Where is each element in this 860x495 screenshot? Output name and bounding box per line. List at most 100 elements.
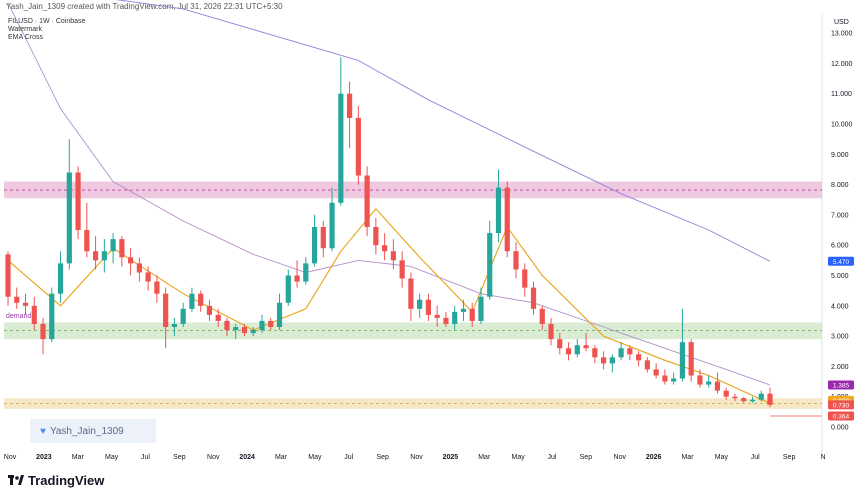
candle-body (171, 323, 178, 328)
y-tick-label: 10.000 (831, 122, 853, 129)
candle-body (583, 345, 589, 349)
y-tick-label: 2.000 (831, 364, 849, 371)
x-tick-label: 2024 (239, 454, 255, 461)
candle-body (5, 254, 11, 297)
candle-body (592, 348, 598, 358)
candle-body (206, 305, 213, 315)
candle-body (119, 239, 125, 258)
candle-body (285, 275, 291, 303)
candle-body (636, 354, 642, 361)
x-tick-label: Mar (72, 454, 85, 461)
candle-body (189, 293, 195, 309)
x-tick-label: Sep (376, 454, 389, 461)
footer: TradingView (0, 465, 860, 495)
candle-body (460, 308, 467, 312)
candle-body (495, 187, 502, 234)
candle-body (627, 348, 633, 355)
candle-body (618, 348, 624, 358)
y-tick-label: 12.000 (831, 61, 853, 68)
y-tick-label: 0.000 (831, 425, 849, 432)
candle-body (443, 317, 449, 324)
candle-body (706, 381, 712, 385)
x-tick-label: May (512, 454, 526, 461)
candle-body (723, 390, 729, 397)
candle-body (417, 299, 423, 309)
candle-body (382, 245, 388, 252)
tradingview-logo[interactable]: TradingView (8, 473, 104, 488)
x-tick-label: Mar (275, 454, 288, 461)
candle-body (40, 323, 46, 340)
candle-body (49, 293, 55, 340)
y-tick-label: 4.000 (831, 303, 849, 310)
candle-body (478, 296, 484, 321)
candle-body (548, 323, 554, 340)
candle-body (644, 360, 650, 370)
x-tick-label: May (308, 454, 322, 461)
candle-body (504, 187, 510, 252)
candle-body (425, 299, 432, 315)
candle-body (434, 314, 440, 318)
x-tick-label: Sep (580, 454, 593, 461)
x-tick-label: May (105, 454, 119, 461)
candle-body (609, 357, 615, 364)
candle-body (110, 239, 116, 252)
watermark-label[interactable]: Watermark (8, 26, 42, 33)
symbol-label[interactable]: FILUSD · 1W · Coinbase (8, 18, 86, 25)
candle-body (128, 257, 134, 264)
candle-body (741, 398, 747, 402)
candle-body (679, 342, 686, 379)
y-tick-label: 11.000 (831, 91, 852, 98)
candle-body (101, 251, 107, 261)
candle-body (758, 393, 764, 400)
candle-body (565, 348, 572, 355)
candle-body (14, 296, 20, 303)
x-tick-label: Mar (478, 454, 491, 461)
indicator-label[interactable]: EMA Cross (8, 34, 44, 41)
candle-body (250, 330, 256, 334)
candle-body (671, 378, 677, 382)
candle-body (530, 287, 537, 309)
candle-body (653, 369, 659, 376)
candle-body (84, 230, 90, 252)
candle-body (714, 381, 721, 391)
plot-background (4, 14, 822, 455)
x-tick-label: Nov (614, 454, 627, 461)
legend: FILUSD · 1W · Coinbase Watermark EMA Cro… (8, 18, 85, 42)
x-tick-label: Nov (207, 454, 220, 461)
x-tick-label: 2025 (443, 454, 459, 461)
candle-body (346, 93, 353, 118)
y-tick-label: 6.000 (831, 243, 849, 250)
price-label-text: 0.730 (833, 402, 850, 409)
candle-body (574, 345, 580, 355)
candle-body (513, 251, 519, 270)
y-tick-label: 13.000 (831, 31, 853, 38)
ema-slow-line (7, 2, 771, 386)
demand-zone-label: demand (6, 313, 32, 320)
y-tick-label: 8.000 (831, 182, 849, 189)
candle-body (311, 227, 318, 264)
price-label-badge (828, 256, 854, 266)
x-tick-label: Mar (681, 454, 694, 461)
candle-body (329, 202, 335, 249)
chart-header: Yash_Jain_1309 created with TradingView.… (0, 0, 860, 14)
watermark-text: Yash_Jain_1309 (49, 425, 124, 437)
x-tick-label: Jul (548, 454, 557, 461)
y-tick-label: 5.000 (831, 273, 849, 280)
candle-body (487, 233, 493, 297)
candle-body (75, 172, 81, 231)
y-tick-label: 3.000 (831, 334, 849, 341)
candle-body (233, 327, 239, 331)
x-tick-label: Sep (783, 454, 796, 461)
candle-body (355, 117, 361, 176)
candle-body (338, 93, 344, 203)
x-tick-label: 2023 (36, 454, 52, 461)
candle-body (198, 293, 204, 306)
y-tick-label: 9.000 (831, 152, 849, 159)
candle-body (241, 327, 248, 334)
candle-body (154, 281, 160, 294)
x-tick-label: Nov (410, 454, 423, 461)
candle-body (408, 278, 414, 309)
x-tick-label: N (820, 454, 825, 461)
x-tick-label: Jul (751, 454, 760, 461)
